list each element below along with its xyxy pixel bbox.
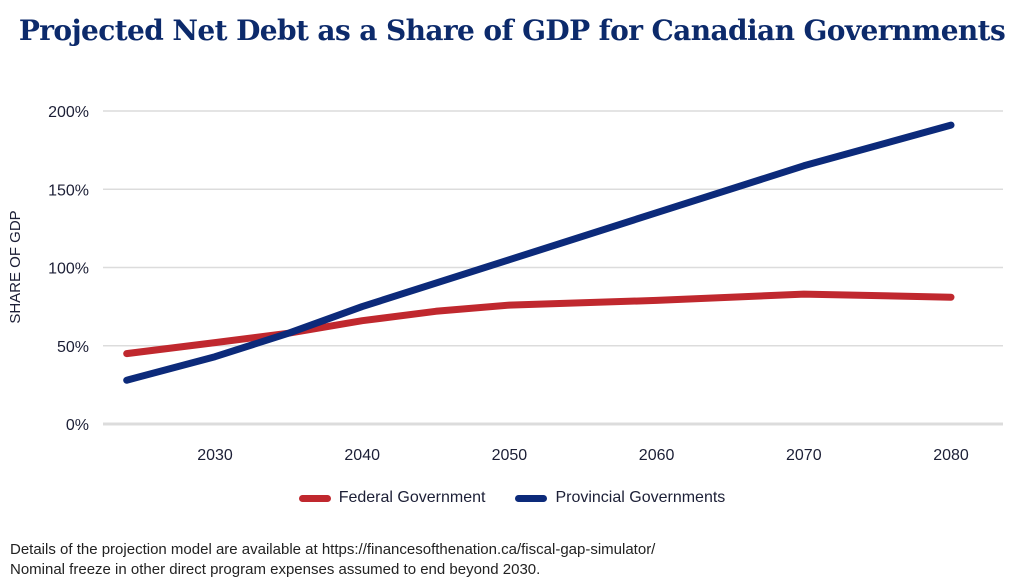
y-axis-label: SHARE OF GDP bbox=[7, 210, 24, 323]
y-tick-label: 100% bbox=[48, 261, 89, 278]
legend-swatch-provincial bbox=[515, 494, 548, 502]
y-tick-label: 150% bbox=[48, 182, 89, 199]
x-tick-label: 2060 bbox=[639, 447, 675, 464]
x-tick-label: 2030 bbox=[197, 447, 233, 464]
y-tick-label: 200% bbox=[48, 104, 89, 121]
footnotes: Details of the projection model are avai… bbox=[10, 540, 655, 580]
y-tick-label: 0% bbox=[66, 417, 89, 434]
x-tick-label: 2080 bbox=[933, 447, 969, 464]
x-tick-label: 2070 bbox=[786, 447, 822, 464]
legend-label-federal: Federal Government bbox=[338, 489, 486, 506]
legend: Federal Government Provincial Government… bbox=[0, 489, 1024, 507]
legend-swatch-federal bbox=[298, 494, 331, 502]
x-tick-label: 2050 bbox=[492, 447, 528, 464]
y-tick-label: 50% bbox=[57, 339, 89, 356]
chart-title: Projected Net Debt as a Share of GDP for… bbox=[18, 14, 1006, 47]
legend-item-federal: Federal Government bbox=[298, 489, 486, 507]
y-axis-ticks: 0% 50% 100% 150% 200% bbox=[48, 104, 89, 434]
legend-item-provincial: Provincial Governments bbox=[515, 489, 725, 507]
legend-label-provincial: Provincial Governments bbox=[555, 489, 726, 506]
series-line-provincial bbox=[123, 121, 955, 384]
x-tick-label: 2040 bbox=[344, 447, 380, 464]
x-axis-ticks: 2030 2040 2050 2060 2070 2080 bbox=[197, 447, 969, 464]
footnote-freeze-assumption: Nominal freeze in other direct program e… bbox=[10, 561, 541, 578]
footnote-model-details: Details of the projection model are avai… bbox=[10, 541, 656, 558]
gridlines bbox=[103, 110, 1003, 426]
series-lines bbox=[123, 121, 955, 384]
